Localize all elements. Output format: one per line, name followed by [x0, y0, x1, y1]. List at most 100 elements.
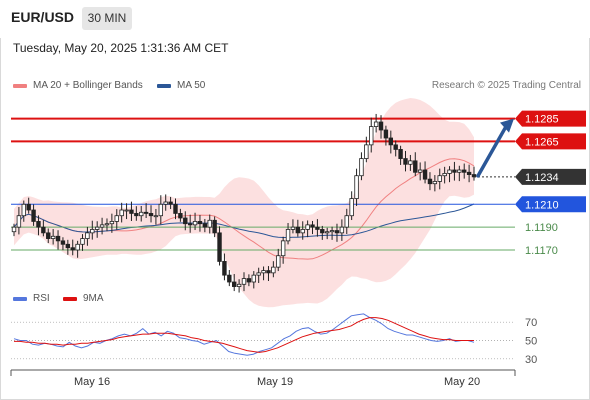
candle: [442, 166, 447, 184]
candle: [290, 219, 296, 234]
candle: [378, 115, 384, 139]
candle: [60, 237, 66, 251]
candle-body: [417, 169, 423, 173]
candle-body: [320, 229, 325, 234]
candle-body: [285, 229, 291, 242]
legend-9ma-label: 9MA: [83, 293, 104, 304]
candle-body: [241, 278, 247, 285]
candle-body: [163, 201, 168, 205]
candle: [187, 214, 193, 233]
rsi-tick-label: 50: [525, 336, 537, 348]
candle: [300, 221, 305, 240]
candle-body: [65, 243, 71, 249]
candle-body: [90, 229, 95, 234]
candle: [148, 205, 154, 223]
research-credit: Research © 2025 Trading Central: [431, 80, 581, 91]
candle-body: [359, 158, 364, 177]
candle: [50, 229, 56, 245]
candle: [276, 248, 281, 272]
candle-body: [70, 247, 75, 251]
legend-ma20: MA 20 + Bollinger Bands: [13, 80, 143, 91]
level-tag-text: 1.1265: [525, 136, 559, 148]
timestamp: Tuesday, May 20, 2025 1:31:36 AM CET: [13, 41, 229, 55]
candle: [452, 161, 457, 181]
candle-body: [119, 209, 124, 217]
level-label-1.1190: 1.1190: [525, 222, 558, 234]
candle: [339, 219, 345, 241]
candle: [305, 220, 310, 238]
candle: [139, 205, 144, 222]
candle-body: [256, 272, 261, 276]
candle-body: [168, 201, 173, 205]
candle: [207, 214, 212, 234]
candle-body: [452, 169, 457, 173]
candle: [124, 203, 129, 220]
x-tick-label: May 20: [444, 376, 481, 388]
level-tag-text: 1.1285: [525, 114, 559, 126]
candle: [383, 125, 389, 146]
x-tick-label: May 19: [257, 376, 294, 388]
candle: [168, 196, 173, 210]
candle: [236, 279, 242, 293]
level-tag-1.1210: 1.1210: [515, 196, 586, 213]
level-tag-bg: [515, 110, 586, 127]
candle-body: [227, 274, 232, 283]
candle: [158, 195, 164, 225]
candle-body: [413, 160, 418, 173]
candle-body: [388, 137, 394, 146]
candle-body: [378, 121, 384, 131]
candle: [183, 211, 188, 231]
candle-body: [466, 171, 472, 175]
candle-body: [173, 203, 178, 214]
candle: [241, 272, 247, 292]
candle: [178, 208, 183, 222]
candle-body: [427, 178, 433, 185]
candle-body: [31, 209, 36, 222]
candle: [227, 269, 232, 287]
candle-body: [50, 235, 56, 239]
candle-body: [148, 213, 154, 217]
candle: [261, 266, 266, 281]
candle-body: [212, 219, 217, 234]
candle-body: [344, 215, 349, 228]
x-tick-label: May 16: [74, 376, 111, 388]
legend-rsi: RSI: [13, 293, 50, 304]
candle-body: [21, 203, 26, 217]
candle: [466, 164, 472, 183]
candle-body: [305, 224, 310, 230]
candle-body: [369, 126, 374, 146]
legend-rsi-swatch: [13, 296, 27, 301]
candle: [329, 226, 335, 240]
candle-body: [398, 149, 403, 159]
candle-body: [442, 173, 447, 177]
candle-body: [339, 226, 345, 234]
candle: [31, 204, 36, 226]
candle-body: [236, 283, 242, 287]
candle-body: [16, 215, 22, 228]
candle-body: [60, 240, 66, 245]
candle-body: [251, 274, 256, 283]
candle: [364, 136, 369, 163]
candle-body: [11, 226, 17, 233]
candle-body: [290, 226, 296, 230]
timeframe-badge[interactable]: 30 MIN: [82, 7, 132, 30]
candle: [432, 175, 438, 192]
candle: [437, 168, 442, 190]
candle: [36, 215, 41, 236]
candle-body: [85, 232, 90, 239]
candle: [369, 117, 374, 153]
legend-ma50: MA 50: [157, 80, 205, 91]
candle: [119, 202, 124, 223]
level-label-1.1170: 1.1170: [525, 245, 558, 257]
candle-body: [310, 224, 315, 228]
candle-body: [383, 129, 389, 139]
candle: [41, 220, 46, 237]
candle-body: [295, 226, 301, 234]
candle: [192, 212, 198, 231]
candle: [129, 201, 134, 221]
candle: [256, 267, 261, 284]
candle: [447, 166, 452, 183]
candle-body: [329, 230, 335, 233]
candle-body: [437, 175, 442, 182]
candle: [349, 191, 354, 221]
